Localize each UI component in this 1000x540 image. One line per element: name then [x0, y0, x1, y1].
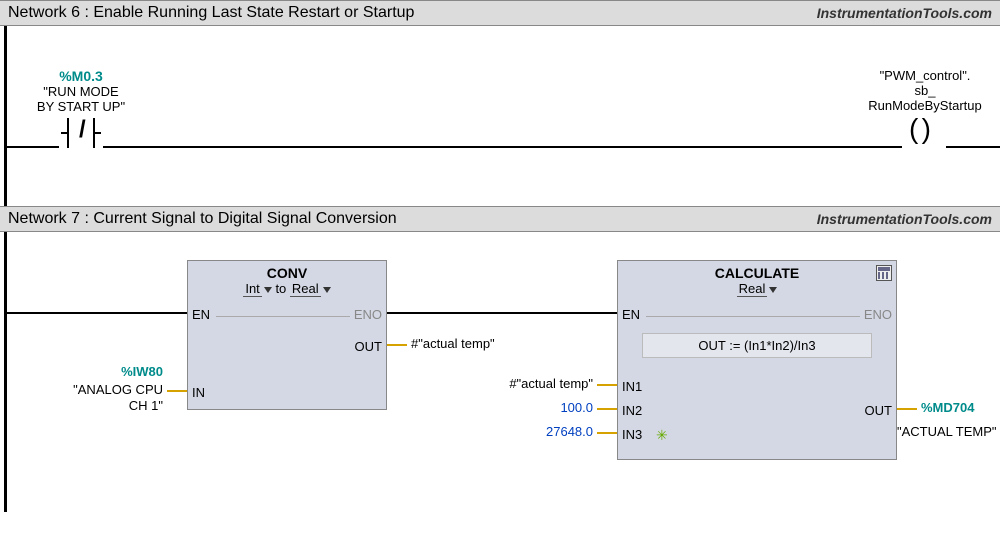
dropdown-icon: [323, 287, 331, 293]
coil-paren-right-icon: ): [922, 113, 941, 145]
conv-in-port: IN: [192, 385, 205, 400]
dropdown-icon: [264, 287, 272, 293]
calc-out-tag: "ACTUAL TEMP": [897, 424, 997, 439]
coil-tag-l1: "PWM_control".: [857, 68, 993, 83]
calc-in3-port: IN3: [622, 427, 642, 442]
output-coil[interactable]: "PWM_control". sb_ RunModeByStartup ( ): [857, 68, 993, 147]
nc-contact[interactable]: %M0.3 "RUN MODE BY START UP" /: [29, 68, 133, 148]
watermark-6: InstrumentationTools.com: [817, 5, 992, 21]
conv-block[interactable]: CONV Int to Real EN ENO OUT IN: [187, 260, 387, 410]
conv-in-tag-l1: "ANALOG CPU: [63, 382, 163, 397]
conv-out-val: #"actual temp": [411, 336, 495, 351]
network7-title: Network 7 : Current Signal to Digital Si…: [8, 210, 397, 228]
network6-rung: %M0.3 "RUN MODE BY START UP" / "PWM_cont…: [0, 26, 1000, 206]
calc-block[interactable]: CALCULATE Real EN ENO OUT := (In1*In2)/I…: [617, 260, 897, 460]
contact-tag-l2: BY START UP": [29, 99, 133, 114]
network7-rung: CONV Int to Real EN ENO OUT IN %IW80 "AN…: [0, 232, 1000, 512]
calc-in2-val: 100.0: [485, 400, 593, 415]
star-icon: ✳: [656, 427, 668, 444]
conv-in-tag-l2: CH 1": [63, 398, 163, 413]
dropdown-icon: [769, 287, 777, 293]
watermark-7: InstrumentationTools.com: [817, 211, 992, 227]
nc-slash-icon: /: [79, 116, 86, 144]
coil-tag-l3: RunModeByStartup: [857, 98, 993, 113]
conv-eno-port: ENO: [354, 307, 382, 322]
calc-in2-port: IN2: [622, 403, 642, 418]
conv-out-port: OUT: [355, 339, 382, 354]
calc-en-port: EN: [622, 307, 640, 322]
calc-out-port: OUT: [865, 403, 892, 418]
conv-in-addr: %IW80: [103, 364, 163, 379]
calc-expression[interactable]: OUT := (In1*In2)/In3: [642, 333, 872, 358]
network7-header: Network 7 : Current Signal to Digital Si…: [0, 206, 1000, 232]
contact-tag-l1: "RUN MODE: [29, 84, 133, 99]
network6-header: Network 6 : Enable Running Last State Re…: [0, 0, 1000, 26]
calc-in1-val: #"actual temp": [485, 376, 593, 391]
conv-types[interactable]: Int to Real: [188, 281, 386, 300]
calc-in1-port: IN1: [622, 379, 642, 394]
calc-subtype[interactable]: Real: [618, 281, 896, 300]
calc-in3-val: 27648.0: [485, 424, 593, 439]
conv-en-port: EN: [192, 307, 210, 322]
conv-title: CONV: [188, 261, 386, 281]
calculator-icon[interactable]: [876, 265, 892, 281]
coil-tag-l2: sb_: [857, 83, 993, 98]
contact-address: %M0.3: [29, 68, 133, 84]
calc-out-addr: %MD704: [921, 400, 974, 415]
calc-eno-port: ENO: [864, 307, 892, 322]
calc-title: CALCULATE: [618, 261, 896, 281]
network6-title: Network 6 : Enable Running Last State Re…: [8, 4, 414, 22]
